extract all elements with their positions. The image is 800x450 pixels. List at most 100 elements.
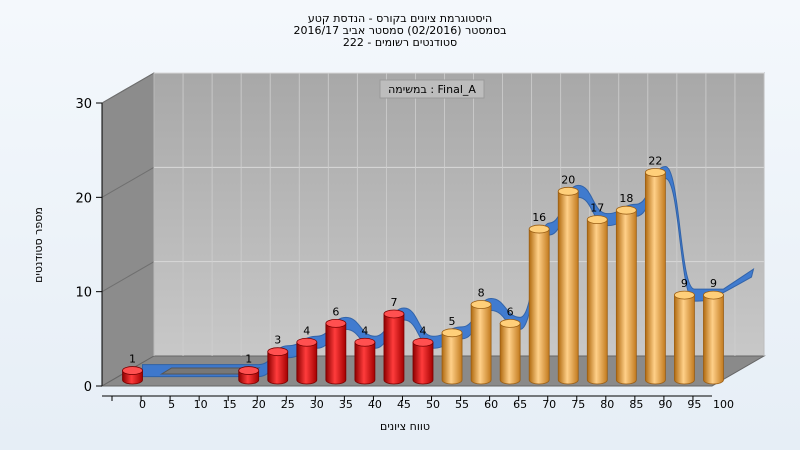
x-tick-label: 35 — [339, 398, 353, 411]
data-label: 4 — [420, 324, 427, 337]
bar-0 — [122, 366, 143, 385]
chart-title-line: 222 - סטודנטים רשומים — [343, 36, 457, 49]
data-label: 5 — [449, 315, 456, 328]
data-label: 20 — [561, 173, 575, 186]
bar-100 — [703, 290, 724, 385]
chart-title-line: היסטוגרמת ציונים בקורס - הנדסת קטע — [308, 12, 492, 25]
zero-level-slab — [159, 367, 261, 375]
bar-top — [238, 366, 260, 375]
x-tick-label: 95 — [687, 398, 701, 411]
bar-top — [325, 318, 347, 328]
bar-top — [412, 337, 434, 347]
bar-body — [586, 219, 608, 385]
data-label: 9 — [681, 277, 688, 290]
bar-body — [528, 228, 550, 385]
bar-45 — [383, 309, 405, 385]
x-tick-label: 85 — [629, 398, 643, 411]
bar-80 — [586, 215, 608, 385]
bar-top — [499, 318, 521, 328]
bar-body — [557, 190, 579, 385]
data-label: 4 — [303, 324, 310, 337]
grid-line-side — [101, 166, 155, 198]
x-tick-label: 5 — [168, 398, 175, 411]
data-label: 17 — [590, 202, 604, 215]
data-label: 6 — [507, 305, 514, 318]
data-label: 8 — [478, 287, 485, 300]
bar-60 — [470, 300, 492, 385]
bar-body — [470, 304, 492, 385]
y-tick-label: 10 — [75, 286, 92, 301]
x-tick-label: 60 — [484, 398, 498, 411]
x-tick-label: 40 — [368, 398, 382, 411]
bar-body — [703, 294, 724, 385]
x-tick-label: 30 — [310, 398, 324, 411]
bar-top — [644, 168, 666, 177]
data-label: 18 — [619, 192, 633, 205]
x-axis-title: טווח ציונים — [380, 420, 430, 433]
bar-75 — [557, 186, 579, 385]
bar-top — [615, 205, 637, 215]
bar-body — [499, 323, 521, 385]
x-tick-label: 65 — [513, 398, 527, 411]
y-tick-label: 0 — [84, 380, 92, 395]
bar-top — [296, 337, 318, 347]
legend-box — [379, 79, 485, 99]
x-tick-label: 80 — [600, 398, 614, 411]
bar-20 — [238, 366, 260, 385]
x-tick-label: 45 — [397, 398, 411, 411]
bar-top — [586, 215, 608, 225]
bar-top — [674, 290, 695, 300]
bar-95 — [674, 290, 695, 385]
bar-top — [383, 309, 405, 319]
x-tick-label: 15 — [223, 398, 237, 411]
data-label: 16 — [532, 211, 546, 224]
bar-top — [267, 347, 289, 357]
data-label: 6 — [332, 305, 339, 318]
bar-body — [354, 341, 376, 385]
x-tick-label: 25 — [281, 398, 295, 411]
x-tick-label: 75 — [571, 398, 585, 411]
data-label: 4 — [361, 324, 368, 337]
bar-55 — [441, 328, 463, 385]
data-label: 22 — [648, 154, 662, 167]
data-label: 7 — [390, 296, 397, 309]
grid-line-side — [101, 261, 155, 293]
data-label: 1 — [129, 353, 136, 366]
bar-top — [441, 328, 463, 338]
bar-body — [267, 351, 289, 385]
bar-top — [470, 300, 492, 309]
data-label: 9 — [710, 277, 717, 290]
chart-title-line: בסמסטר (02/2016) סמסטר אביב 2016/17 — [293, 24, 506, 37]
x-tick-label: 70 — [542, 398, 556, 411]
y-axis-title: מספר סטודנטים — [32, 207, 45, 283]
bar-top — [354, 337, 376, 347]
plot-side-wall — [101, 72, 155, 387]
bar-top — [557, 186, 579, 196]
y-tick-label: 20 — [75, 191, 92, 206]
bar-body — [412, 341, 434, 385]
x-tick-label: 50 — [426, 398, 440, 411]
bar-body — [325, 323, 347, 385]
bar-70 — [528, 224, 550, 385]
bar-50 — [412, 337, 434, 385]
x-tick-label: 0 — [139, 398, 146, 411]
bar-85 — [615, 205, 637, 385]
bar-30 — [296, 337, 318, 385]
x-tick-label: 100 — [713, 398, 734, 411]
bar-35 — [325, 318, 347, 385]
x-tick-label: 90 — [658, 398, 672, 411]
bar-body — [383, 313, 405, 385]
bar-top — [703, 290, 724, 300]
data-label: 3 — [274, 334, 281, 347]
legend-label: במשימה : Final_A — [388, 83, 476, 96]
bar-65 — [499, 318, 521, 385]
bar-top — [528, 224, 550, 234]
x-tick-label: 20 — [252, 398, 266, 411]
plot-back-wall — [153, 72, 765, 357]
bar-body — [644, 172, 666, 385]
bar-body — [296, 341, 318, 385]
bar-body — [674, 294, 695, 385]
data-label: 1 — [245, 353, 252, 366]
